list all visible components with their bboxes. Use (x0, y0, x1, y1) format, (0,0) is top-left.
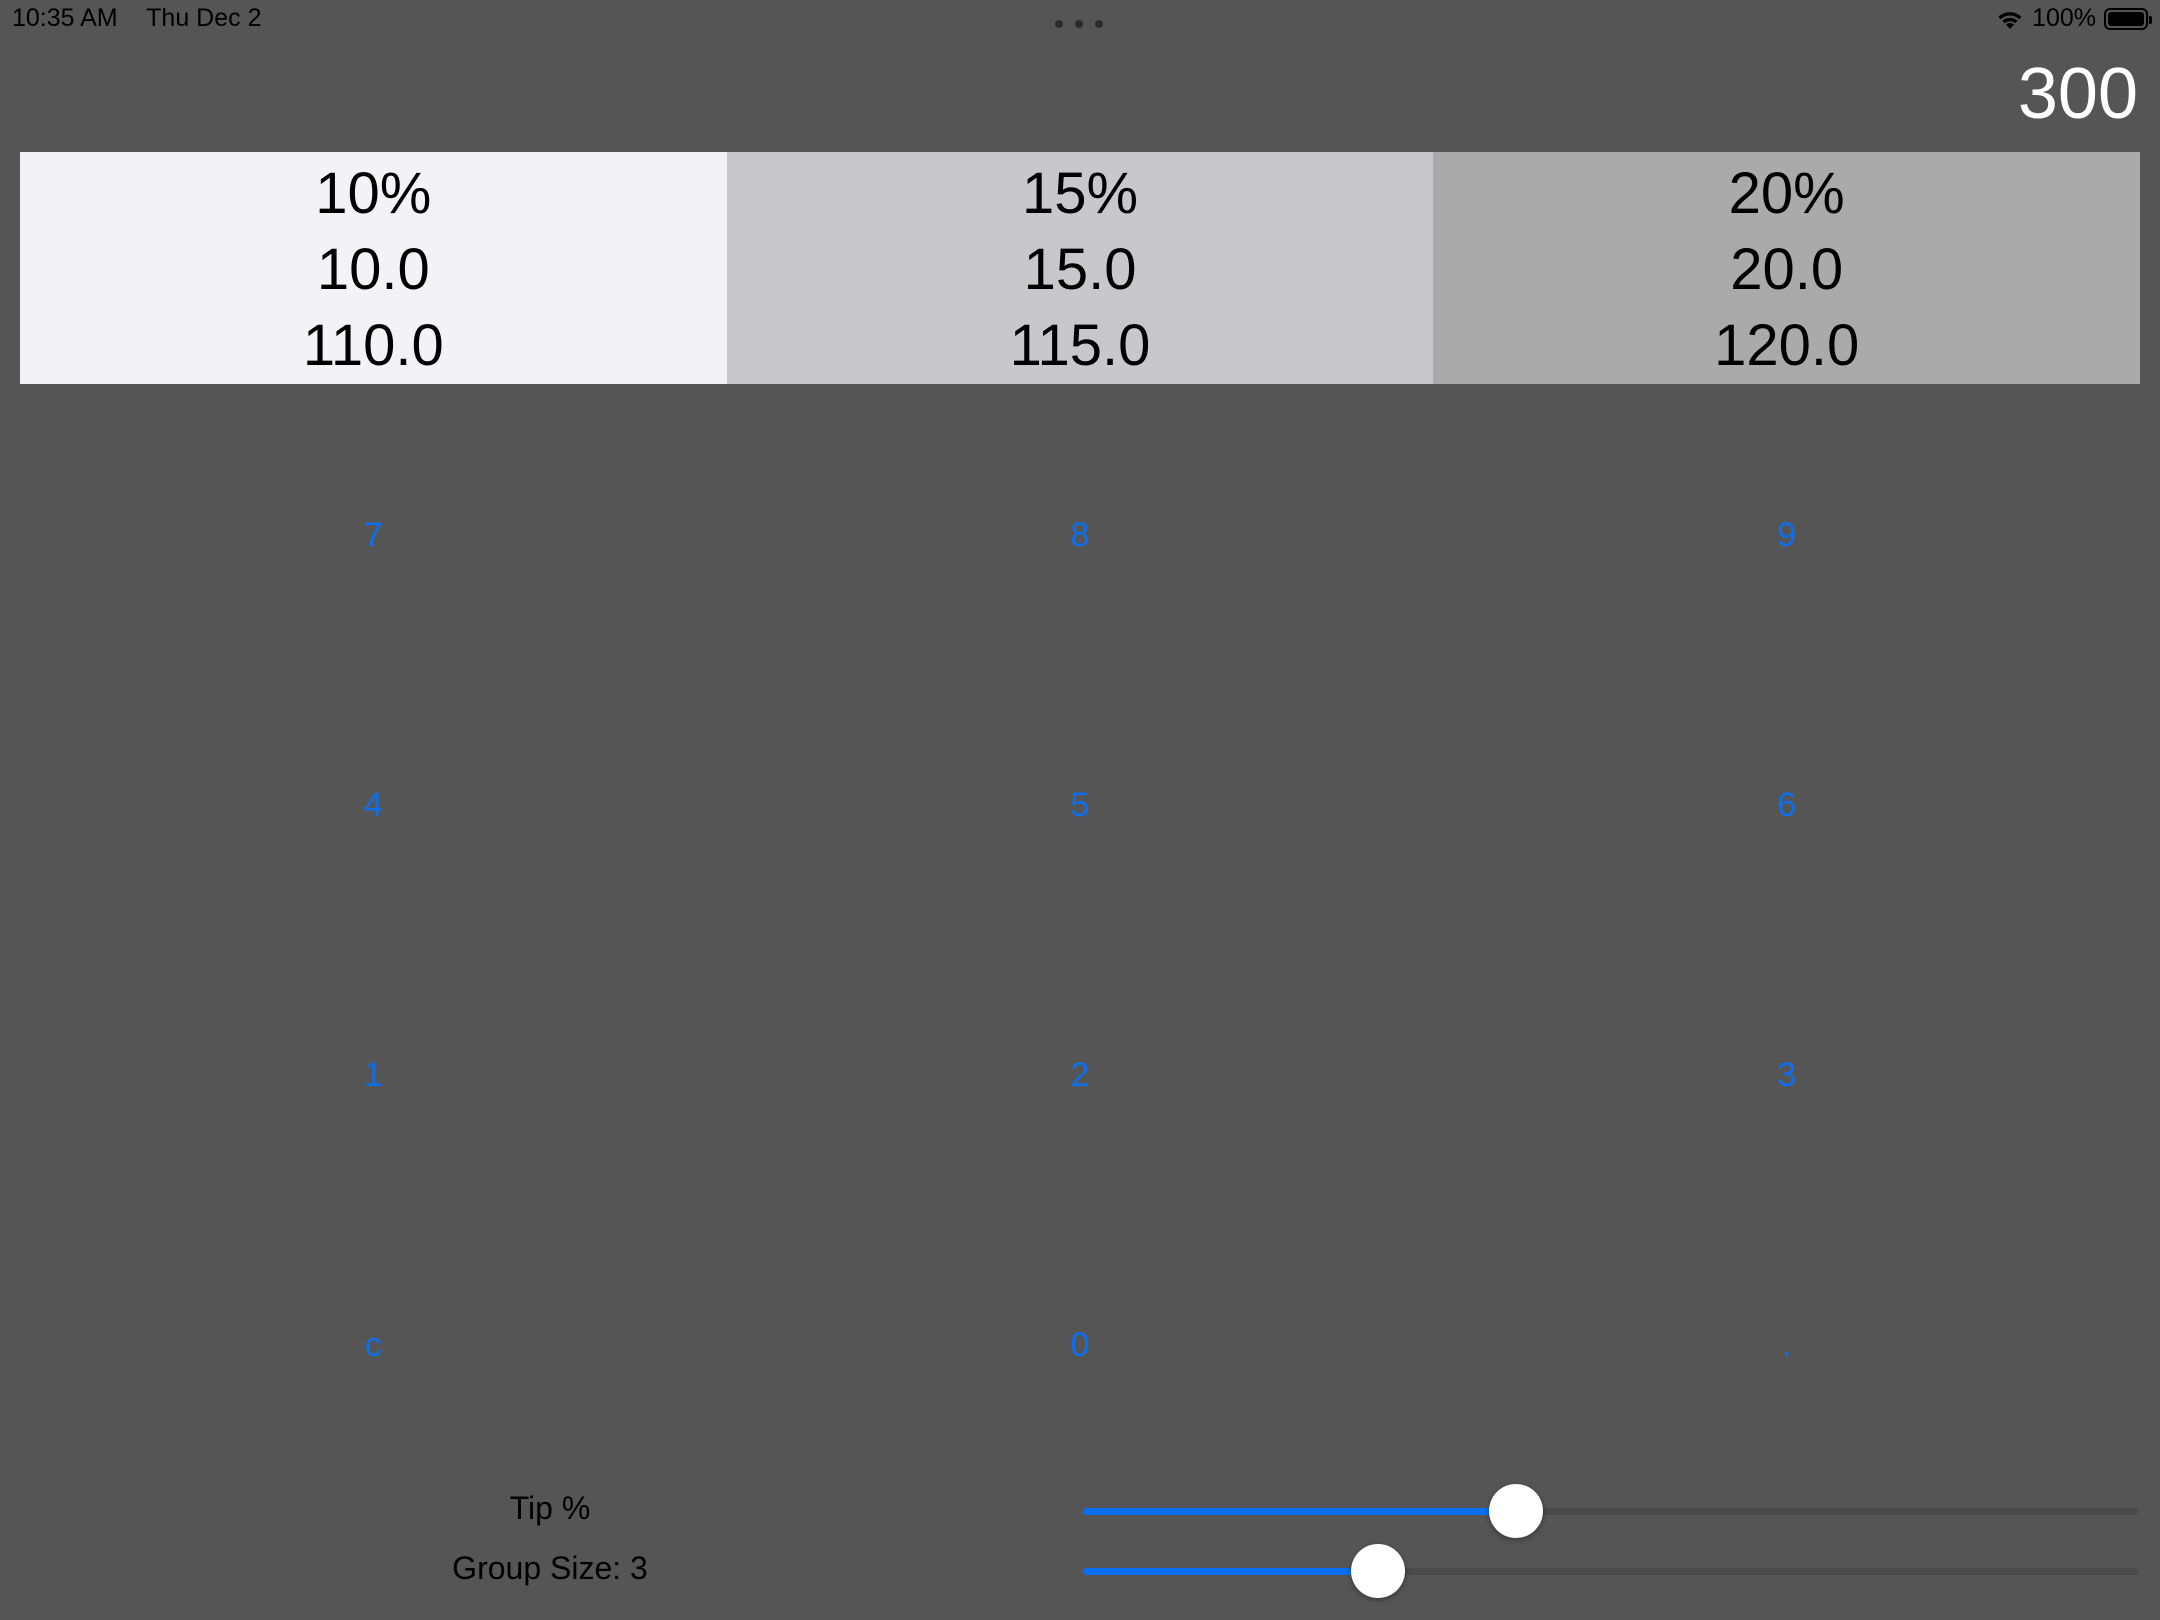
battery-percent: 100% (2032, 4, 2096, 32)
group-slider-thumb[interactable] (1351, 1544, 1406, 1598)
key-9[interactable]: 9 (1777, 515, 1797, 554)
tip-amount: 15.0 (1023, 237, 1137, 302)
key-3[interactable]: 3 (1777, 1055, 1797, 1094)
multitasking-dots-icon[interactable] (1055, 20, 1103, 28)
key-5[interactable]: 5 (1070, 785, 1090, 824)
tip-amount: 20.0 (1730, 237, 1844, 302)
tip-amount: 10.0 (316, 237, 430, 302)
status-bar-left: 10:35 AM Thu Dec 2 (12, 4, 261, 33)
tip-total: 115.0 (1009, 313, 1151, 378)
key-0[interactable]: 0 (1070, 1325, 1090, 1364)
key-1[interactable]: 1 (363, 1055, 383, 1094)
tip-total: 110.0 (302, 313, 444, 378)
tip-percent-slider[interactable] (1083, 1484, 2138, 1538)
clear-key[interactable]: c (364, 1325, 382, 1364)
status-date: Thu Dec 2 (146, 4, 262, 32)
tip-results-table: 10% 10.0 110.0 15% 15.0 115.0 20% 20.0 1… (20, 152, 2141, 384)
key-8[interactable]: 8 (1070, 515, 1090, 554)
tip-percent-label: Tip % (509, 1490, 591, 1526)
tip-percent: 20% (1728, 161, 1845, 226)
group-size-slider[interactable] (1083, 1544, 2138, 1598)
bill-amount-display: 300 (2017, 54, 2138, 134)
key-6[interactable]: 6 (1777, 785, 1797, 824)
status-bar-right: 100% (1994, 4, 2152, 33)
tip-slider-fill (1083, 1508, 1516, 1515)
group-size-label: Group Size: 3 (452, 1550, 648, 1586)
tip-slider-thumb[interactable] (1488, 1484, 1543, 1538)
tip-option-20: 20% 20.0 120.0 (1433, 152, 2141, 384)
key-7[interactable]: 7 (363, 515, 383, 554)
group-slider-fill (1083, 1568, 1379, 1575)
key-2[interactable]: 2 (1070, 1055, 1090, 1094)
battery-icon (2104, 7, 2152, 30)
key-4[interactable]: 4 (363, 785, 383, 824)
wifi-icon (1998, 11, 2022, 29)
decimal-key[interactable]: . (1781, 1325, 1792, 1364)
number-keypad: 7 8 9 4 5 6 1 2 3 c 0 . (20, 400, 2140, 1480)
tip-percent: 10% (315, 161, 432, 226)
tip-percent: 15% (1021, 161, 1139, 226)
status-time: 10:35 AM (12, 4, 118, 32)
tip-option-15: 15% 15.0 115.0 (726, 152, 1434, 384)
tip-option-10: 10% 10.0 110.0 (20, 152, 727, 384)
tip-total: 120.0 (1714, 313, 1860, 378)
